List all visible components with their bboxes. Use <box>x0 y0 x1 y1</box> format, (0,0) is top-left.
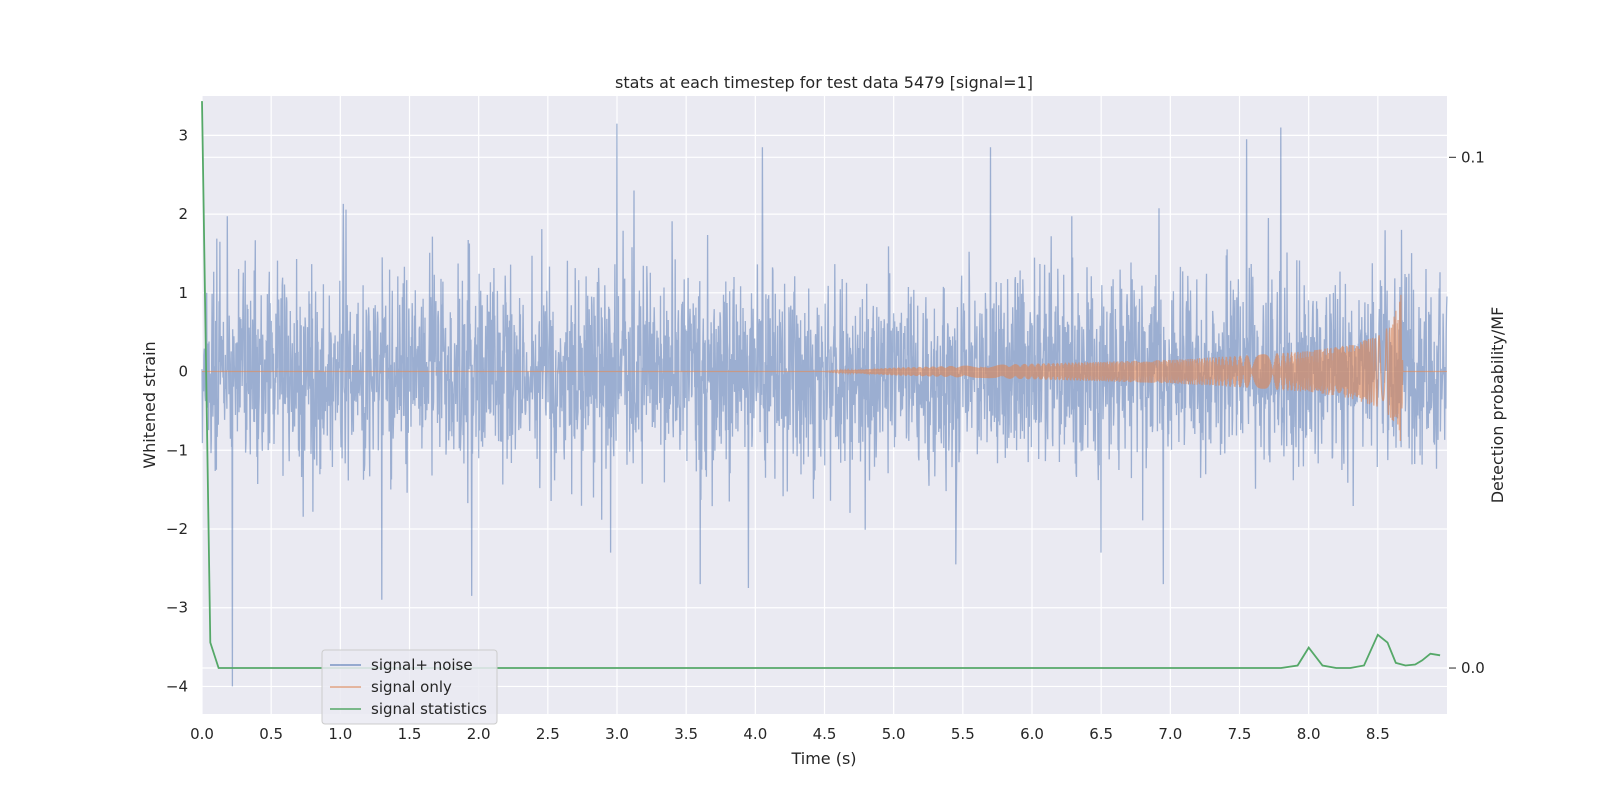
y-tick-labels: 3 2 1 0 −1 −2 −3 −4 <box>166 126 188 695</box>
x-tick-label: 6.5 <box>1089 725 1113 743</box>
y-axis-label: Whitened strain <box>140 341 159 468</box>
y-tick-label: −3 <box>166 599 188 617</box>
x-tick-label: 2.0 <box>467 725 491 743</box>
x-tick-label: 4.0 <box>743 725 767 743</box>
series-signal-only-line <box>202 294 1447 442</box>
x-tick-label: 7.5 <box>1228 725 1252 743</box>
y-tick-label: 1 <box>178 284 188 302</box>
legend: signal+ noise signal only signal statist… <box>321 649 498 725</box>
x-axis-label: Time (s) <box>790 749 856 768</box>
x-tick-label: 0.0 <box>190 725 214 743</box>
x-tick-label: 3.0 <box>605 725 629 743</box>
chart-title: stats at each timestep for test data 547… <box>615 73 1033 92</box>
x-tick-label: 3.5 <box>674 725 698 743</box>
x-tick-label: 2.5 <box>536 725 560 743</box>
legend-label-signal-noise: signal+ noise <box>371 656 473 674</box>
right-y-tick-label: 0.0 <box>1461 659 1485 677</box>
x-tick-label: 7.0 <box>1158 725 1182 743</box>
x-tick-labels: 0.0 0.5 1.0 1.5 2.0 2.5 3.0 3.5 4.0 4.5 5.0 5.5 6.0 6… <box>190 725 1390 743</box>
signal-only-series-layer <box>202 294 1447 442</box>
right-y-tick-labels: 0.1 0.0 <box>1449 148 1485 677</box>
legend-label-signal-statistics: signal statistics <box>371 700 487 718</box>
x-tick-label: 0.5 <box>259 725 283 743</box>
right-y-tick-label: 0.1 <box>1461 148 1485 166</box>
legend-box <box>321 649 498 725</box>
x-tick-label: 1.5 <box>398 725 422 743</box>
x-tick-label: 8.0 <box>1297 725 1321 743</box>
x-tick-label: 5.0 <box>882 725 906 743</box>
x-tick-label: 6.0 <box>1020 725 1044 743</box>
x-tick-label: 1.0 <box>328 725 352 743</box>
x-tick-label: 4.5 <box>813 725 837 743</box>
y-tick-label: −2 <box>166 520 188 538</box>
x-tick-label: 8.5 <box>1366 725 1390 743</box>
y-tick-label: 3 <box>178 126 188 144</box>
right-y-axis-label: Detection probability/MF <box>1488 307 1507 504</box>
legend-label-signal-only: signal only <box>371 678 452 696</box>
y-tick-label: 0 <box>178 363 188 381</box>
y-tick-label: 2 <box>178 205 188 223</box>
y-tick-label: −1 <box>166 441 188 459</box>
y-tick-label: −4 <box>166 677 188 695</box>
x-tick-label: 5.5 <box>951 725 975 743</box>
